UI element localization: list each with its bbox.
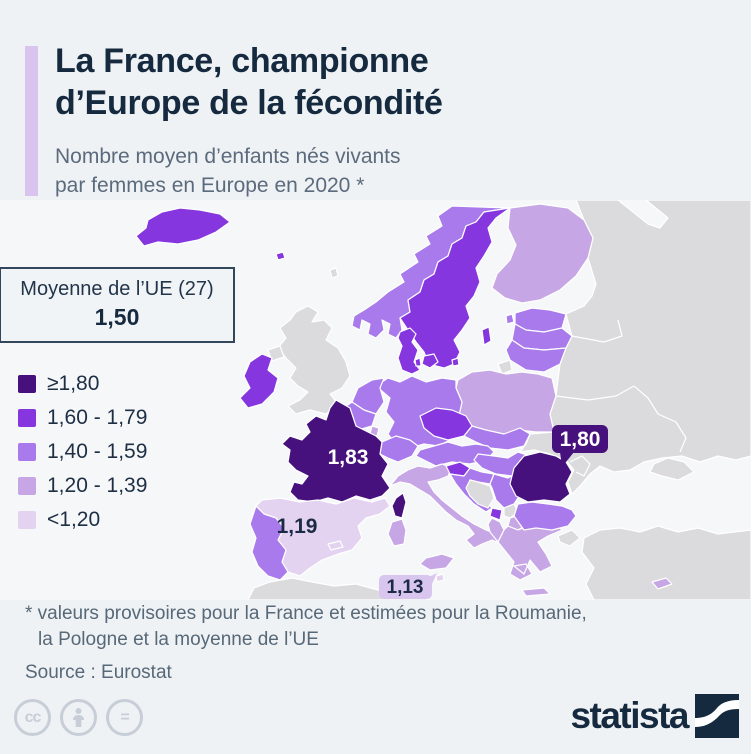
country-turkey-thrace — [557, 529, 581, 547]
legend-label-120-139: 1,20 - 1,39 — [47, 474, 148, 497]
title-line-1: La France, championne — [55, 42, 429, 80]
romania-value-label: 1,80 — [560, 428, 601, 451]
country-corsica — [391, 492, 407, 519]
title-line-2: d’Europe de la fécondité — [55, 84, 443, 123]
spain-value-label: 1,19 — [277, 515, 318, 538]
country-ireland — [239, 353, 279, 409]
country-denmark — [397, 327, 421, 375]
footnote: * valeurs provisoires pour la France et … — [25, 601, 587, 687]
page-subtitle: Nombre moyen d’enfants nés vivants par f… — [55, 143, 401, 200]
legend-item-lt-120: <1,20 — [18, 508, 147, 532]
legend-swatch-140-159 — [18, 443, 36, 461]
subtitle-line-1: Nombre moyen d’enfants nés vivants — [55, 145, 401, 168]
country-shetland — [329, 267, 339, 279]
eu-average-label: Moyenne de l’UE (27) — [20, 278, 214, 300]
country-iceland — [135, 207, 231, 247]
country-faroe-islands — [275, 251, 286, 261]
person-glyph — [73, 708, 84, 727]
legend-label-gte-180: ≥1,80 — [47, 372, 100, 395]
legend-label-140-159: 1,40 - 1,59 — [47, 440, 148, 463]
country-balearic-islands — [327, 540, 344, 551]
border-belarus-ukraine — [555, 385, 635, 401]
cc-icon: cc — [14, 699, 51, 736]
legend-swatch-120-139 — [18, 477, 36, 495]
country-bulgaria — [513, 501, 577, 531]
country-bosnia — [465, 479, 495, 509]
legend-swatch-lt-120 — [18, 511, 36, 529]
country-kaliningrad — [497, 359, 513, 375]
license-icons: cc = — [14, 699, 143, 736]
country-slovakia — [463, 425, 531, 451]
attribution-icon — [60, 699, 97, 736]
country-denmark-funen — [414, 357, 422, 367]
legend: ≥1,80 1,60 - 1,79 1,40 - 1,59 1,20 - 1,3… — [18, 372, 147, 542]
country-russia-belarus-ukraine — [519, 200, 751, 495]
country-gotland — [481, 326, 492, 346]
title-accent-bar — [25, 46, 38, 196]
border-ukraine-russia — [633, 385, 687, 453]
malta-value-label: 1,13 — [387, 577, 424, 598]
border-moldova — [569, 455, 591, 477]
statista-logo-mark — [695, 694, 739, 738]
footnote-line-2: la Pologne et la moyenne de l’UE — [38, 629, 319, 651]
legend-label-160-179: 1,60 - 1,79 — [47, 406, 148, 429]
eu-average-value: 1,50 — [94, 304, 140, 330]
page-title: La France, championne d’Europe de la féc… — [55, 40, 443, 124]
country-denmark-zealand — [421, 353, 439, 369]
country-lithuania — [505, 339, 567, 373]
subtitle-line-2: par femmes en Europe en 2020 * — [55, 173, 365, 197]
statista-wordmark: statista — [570, 695, 689, 736]
france-value-label: 1,83 — [328, 446, 369, 469]
legend-item-140-159: 1,40 - 1,59 — [18, 440, 147, 464]
country-estonia-islands — [505, 313, 515, 325]
country-sicily — [419, 553, 455, 571]
country-portugal — [249, 505, 289, 581]
legend-swatch-160-179 — [18, 409, 36, 427]
footnote-line-1: * valeurs provisoires pour la France et … — [25, 603, 587, 624]
country-bornholm — [451, 357, 460, 367]
legend-swatch-gte-180 — [18, 375, 36, 393]
legend-item-160-179: 1,60 - 1,79 — [18, 406, 147, 430]
source-note: Source : Eurostat — [25, 662, 172, 684]
legend-label-lt-120: <1,20 — [47, 508, 101, 531]
eu-average-box: Moyenne de l’UE (27) 1,50 — [0, 267, 235, 343]
country-cyprus — [651, 577, 673, 590]
country-switzerland — [379, 435, 419, 463]
no-derivatives-icon: = — [106, 699, 143, 736]
legend-item-gte-180: ≥1,80 — [18, 372, 147, 396]
country-finland — [491, 203, 594, 304]
country-malta — [435, 573, 445, 583]
country-france — [281, 399, 391, 503]
romania-value-callout: 1,80 — [552, 425, 608, 467]
border-russia-belarus — [571, 319, 623, 343]
country-romania — [509, 451, 573, 503]
country-crimea — [649, 457, 695, 481]
statista-logo: statista — [570, 694, 739, 738]
legend-item-120-139: 1,20 - 1,39 — [18, 474, 147, 498]
country-crete — [521, 587, 551, 597]
malta-value-chip: 1,13 — [379, 573, 437, 599]
country-sardinia — [387, 518, 407, 547]
country-turkey — [581, 525, 751, 600]
europe-choropleth-map: 1,83 1,19 1,80 1,13 — [0, 200, 751, 600]
country-montenegro — [489, 507, 503, 521]
